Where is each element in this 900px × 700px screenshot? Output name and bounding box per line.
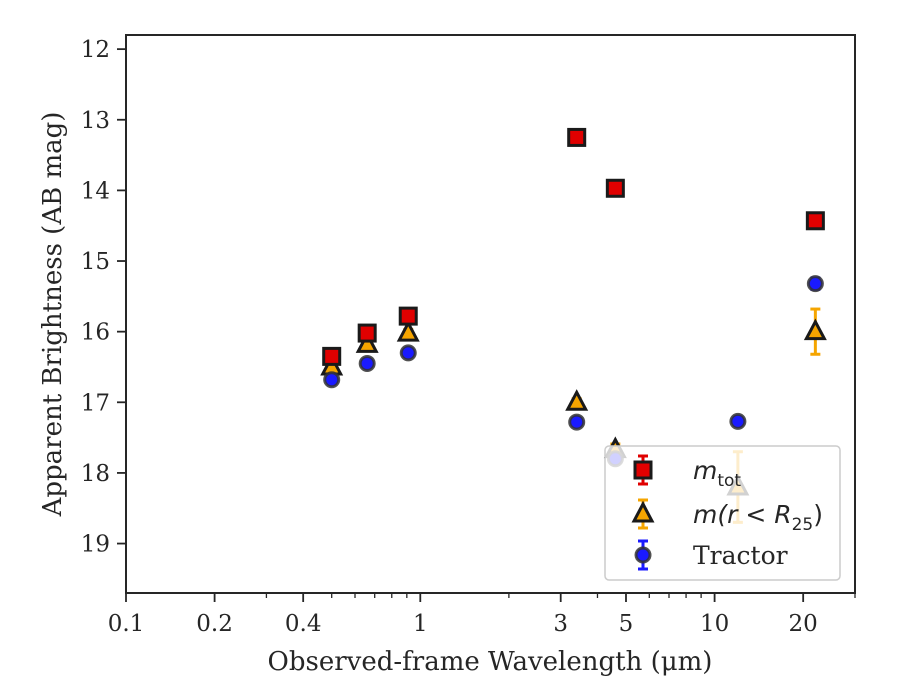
x-tick-label: 20	[789, 611, 818, 637]
legend-item: Tractor	[634, 539, 788, 571]
x-tick-label: 0.2	[196, 611, 233, 637]
x-tick-label: 1	[413, 611, 428, 637]
x-axis-label: Observed-frame Wavelength (μm)	[268, 647, 713, 677]
legend-circle-icon	[634, 546, 652, 564]
legend-triangle-icon	[631, 500, 655, 523]
y-tick-label: 18	[81, 461, 110, 487]
y-tick-label: 16	[81, 320, 110, 346]
legend-label-subscript: tot	[717, 471, 741, 491]
data-point	[729, 412, 747, 430]
data-point	[567, 127, 587, 147]
data-point	[568, 413, 586, 431]
y-tick-label: 14	[81, 178, 110, 204]
y-tick-label: 19	[81, 532, 110, 558]
x-tick-label: 5	[619, 611, 634, 637]
data-point	[355, 331, 379, 353]
x-tick-label: 3	[553, 611, 568, 637]
series-square	[322, 127, 825, 366]
legend-label-main: m(r < R	[693, 500, 792, 529]
data-point	[565, 389, 589, 411]
legend-item: mtot	[633, 454, 741, 491]
data-point	[399, 344, 417, 362]
legend-label-tail: )	[813, 500, 823, 529]
x-tick-label: 0.4	[285, 611, 322, 637]
legend-label: Tractor	[693, 541, 788, 570]
legend-item: m(r < R25)	[631, 498, 823, 535]
data-point	[322, 346, 342, 366]
y-tick-label: 17	[81, 390, 110, 416]
data-point	[323, 371, 341, 389]
data-point	[805, 211, 825, 231]
y-tick-label: 15	[81, 249, 110, 275]
data-point	[358, 354, 376, 372]
data-point	[605, 178, 625, 198]
legend-square-icon	[633, 460, 653, 480]
data-point	[357, 323, 377, 343]
y-tick-label: 13	[81, 108, 110, 134]
data-point	[396, 319, 420, 342]
legend-label-main: m	[693, 456, 717, 485]
x-tick-label: 0.1	[108, 611, 145, 637]
series-circle	[323, 275, 824, 468]
legend-label-subscript: 25	[792, 515, 814, 535]
legend-label-main: Tractor	[693, 541, 788, 570]
legend-label: m(r < R25)	[693, 500, 823, 535]
plot-frame	[125, 34, 856, 594]
legend: mtot m(r < R25) Tractor	[604, 445, 841, 581]
data-point	[806, 275, 824, 293]
data-point	[398, 306, 418, 326]
data-point	[803, 318, 827, 341]
y-tick-label: 12	[81, 37, 110, 63]
legend-label: mtot	[693, 456, 741, 491]
y-axis-label: Apparent Brightness (AB mag)	[38, 112, 68, 518]
x-tick-label: 10	[700, 611, 729, 637]
legend-box	[604, 445, 841, 581]
